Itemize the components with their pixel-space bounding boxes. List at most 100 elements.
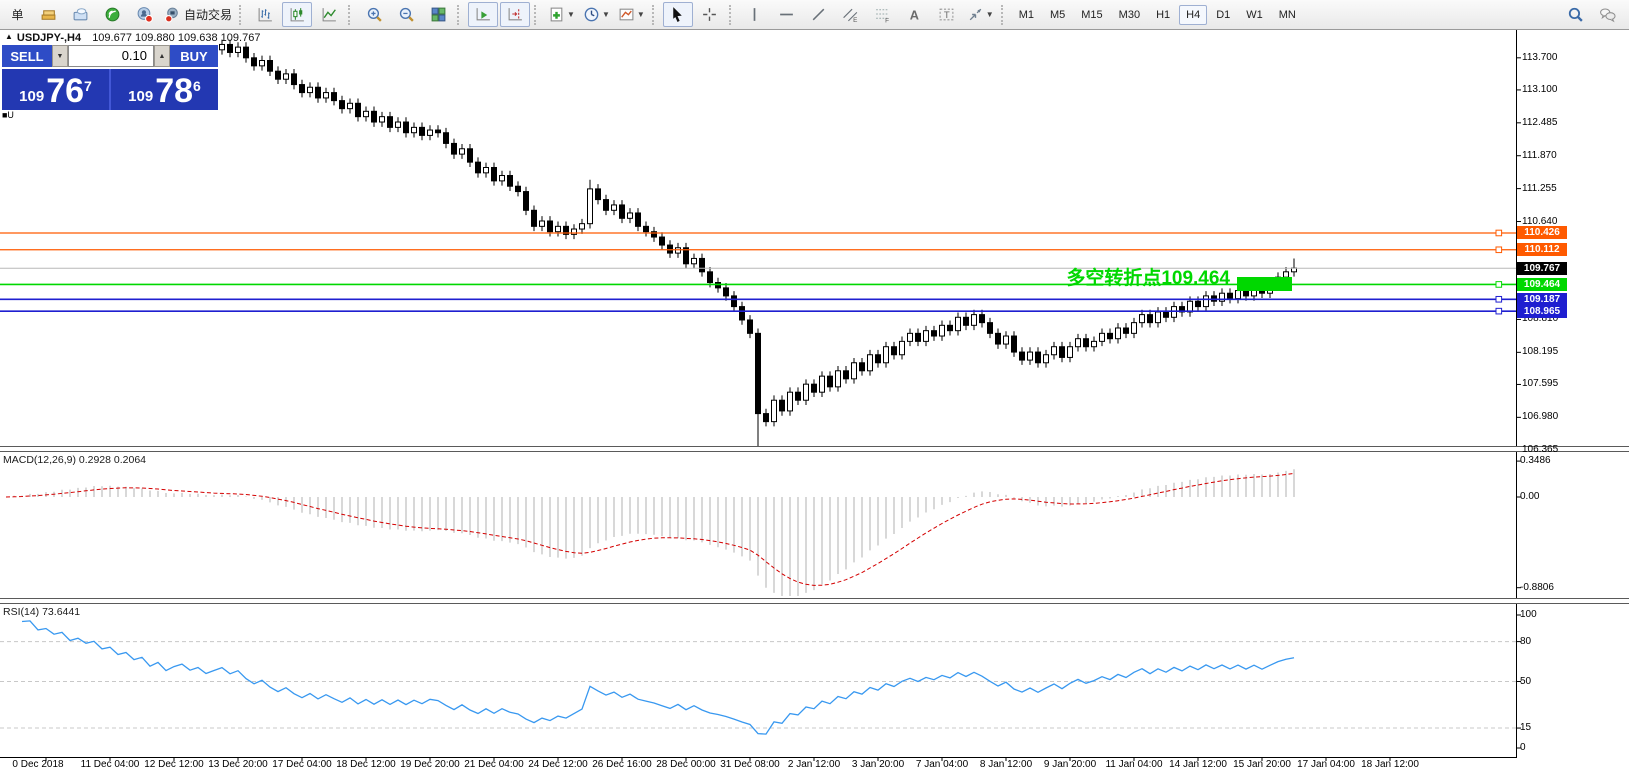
cursor-button[interactable]	[662, 2, 693, 27]
equidistant-channel-icon: E	[842, 6, 859, 23]
periods-icon	[583, 6, 600, 23]
time-axis-label: 12 Dec 12:00	[144, 759, 204, 770]
community-icon	[136, 6, 153, 23]
fibonacci-button[interactable]: F	[868, 2, 898, 27]
chat-icon	[1599, 6, 1616, 23]
chat-button[interactable]	[1592, 2, 1622, 27]
axis-tick-label: 107.595	[1522, 378, 1559, 390]
chart-shift-button[interactable]	[500, 2, 531, 27]
autotrading-button[interactable]: 自动交易	[161, 2, 235, 27]
vertical-line-icon	[746, 6, 763, 23]
time-axis-label: 14 Jan 12:00	[1169, 759, 1227, 770]
pivot-annotation-text[interactable]: 多空转折点109.464	[1066, 268, 1230, 289]
time-axis-label: 17 Jan 04:00	[1297, 759, 1355, 770]
templates-button[interactable]: ▼	[615, 2, 648, 27]
zoom-in-button[interactable]	[359, 2, 389, 27]
autoscroll-button[interactable]	[468, 2, 499, 27]
text-label-button[interactable]: T	[932, 2, 962, 27]
svg-text:T: T	[944, 10, 950, 21]
buy-price-pips: 78	[155, 72, 194, 110]
price-line-tag-108.965[interactable]: 108.965	[1517, 304, 1567, 318]
zoom-out-icon	[398, 6, 415, 23]
time-axis-label: 31 Dec 08:00	[720, 759, 780, 770]
timeframe-button-tf-m30[interactable]: M30	[1118, 8, 1141, 21]
toolbar-group-4: ▼ ▼ ▼	[544, 0, 649, 29]
axis-tick-label: 111.870	[1522, 149, 1557, 161]
crosshair-icon	[701, 6, 718, 23]
time-axis-label: 11 Jan 04:00	[1105, 759, 1163, 770]
tile-windows-icon	[430, 6, 447, 23]
market-button[interactable]	[33, 2, 63, 27]
ohlc-close: 109.767	[220, 32, 261, 44]
bar-chart-button[interactable]	[250, 2, 280, 27]
arrows-button[interactable]: ▼	[964, 2, 997, 27]
buy-price[interactable]: 109 78 6	[111, 69, 218, 110]
search-button[interactable]	[1560, 2, 1590, 27]
sell-price[interactable]: 109 76 7	[2, 69, 111, 110]
time-axis-label: 18 Dec 12:00	[336, 759, 396, 770]
new-order-button[interactable]: 单	[11, 8, 24, 22]
vertical-line-button[interactable]	[740, 2, 770, 27]
price-line-tag-110.426[interactable]: 110.426	[1517, 226, 1567, 240]
candlestick-button[interactable]	[282, 2, 313, 27]
timeframe-button-tf-h1[interactable]: H1	[1156, 8, 1171, 21]
equidistant-channel-button[interactable]: E	[836, 2, 866, 27]
toolbar-group-1	[249, 0, 345, 29]
price-line-tag-109.767[interactable]: 109.767	[1517, 261, 1567, 275]
signals-button[interactable]	[97, 2, 127, 27]
time-axis-label: 24 Dec 12:00	[528, 759, 588, 770]
periods-button[interactable]: ▼	[580, 2, 613, 27]
toolbar-separator	[239, 4, 246, 25]
time-axis-label: 11 Dec 04:00	[80, 759, 140, 770]
tile-windows-button[interactable]	[423, 2, 453, 27]
toolbar-separator	[651, 4, 659, 25]
sell-price-pips: 76	[46, 72, 85, 110]
axis-tick-label: 0.3486	[1520, 455, 1551, 467]
time-axis-label: 21 Dec 04:00	[464, 759, 524, 770]
horizontal-line-button[interactable]	[772, 2, 802, 27]
toolbar-group-6: E F A T ▼	[739, 0, 998, 29]
market-icon	[40, 6, 57, 23]
timeframe-button-tf-m1[interactable]: M1	[1018, 8, 1034, 21]
toolbar-group-0: 单 自动交易	[0, 0, 236, 29]
time-axis-label: 26 Dec 16:00	[592, 759, 652, 770]
volume-increase-button[interactable]: ▲	[154, 45, 170, 67]
chevron-down-icon: ▼	[567, 10, 575, 19]
svg-text:F: F	[885, 17, 889, 23]
crosshair-button[interactable]	[695, 2, 725, 27]
sell-button[interactable]: SELL	[2, 45, 52, 67]
one-click-trading-panel: SELL ▼ 0.10 ▲ BUY 109 76 7 109 78 6	[2, 45, 218, 110]
price-line-tag-109.187[interactable]: 109.187	[1517, 292, 1567, 306]
buy-button[interactable]: BUY	[170, 45, 218, 67]
timeframe-button-tf-h4[interactable]: H4	[1179, 4, 1208, 25]
chevron-down-icon: ▼	[636, 10, 645, 19]
svg-text:A: A	[910, 7, 919, 22]
toolbar-group-2	[358, 0, 454, 29]
toolbar-group-3	[467, 0, 531, 29]
vps-button[interactable]	[65, 2, 95, 27]
community-button[interactable]	[129, 2, 159, 27]
axis-tick-label: 106.365	[1522, 444, 1559, 456]
timeframe-button-tf-d1[interactable]: D1	[1216, 8, 1231, 21]
zoom-out-button[interactable]	[391, 2, 421, 27]
indicators-button[interactable]: ▼	[545, 2, 578, 27]
timeframe-button-tf-w1[interactable]: W1	[1246, 8, 1263, 21]
timeframe-button-tf-m5[interactable]: M5	[1049, 8, 1066, 21]
line-chart-button[interactable]	[314, 2, 344, 27]
rsi-panel-splitter[interactable]	[0, 598, 1629, 604]
macd-panel-splitter[interactable]	[0, 446, 1629, 452]
axis-tick-label: 50	[1520, 675, 1532, 687]
text-button[interactable]: A	[900, 2, 930, 27]
price-line-tag-109.464[interactable]: 109.464	[1517, 277, 1567, 291]
collapse-triangle-icon[interactable]: ▲	[5, 32, 13, 41]
volume-input[interactable]: 0.10	[68, 45, 154, 67]
volume-decrease-button[interactable]: ▼	[52, 45, 68, 67]
trendline-button[interactable]	[804, 2, 834, 27]
price-line-tag-110.112[interactable]: 110.112	[1517, 243, 1567, 257]
timeframe-button-tf-m15[interactable]: M15	[1081, 8, 1103, 21]
toolbar-group-5	[662, 0, 726, 29]
axis-tick-label: 106.980	[1522, 411, 1559, 423]
timeframe-button-tf-mn[interactable]: MN	[1278, 8, 1296, 21]
toolbar-separator	[348, 4, 355, 25]
